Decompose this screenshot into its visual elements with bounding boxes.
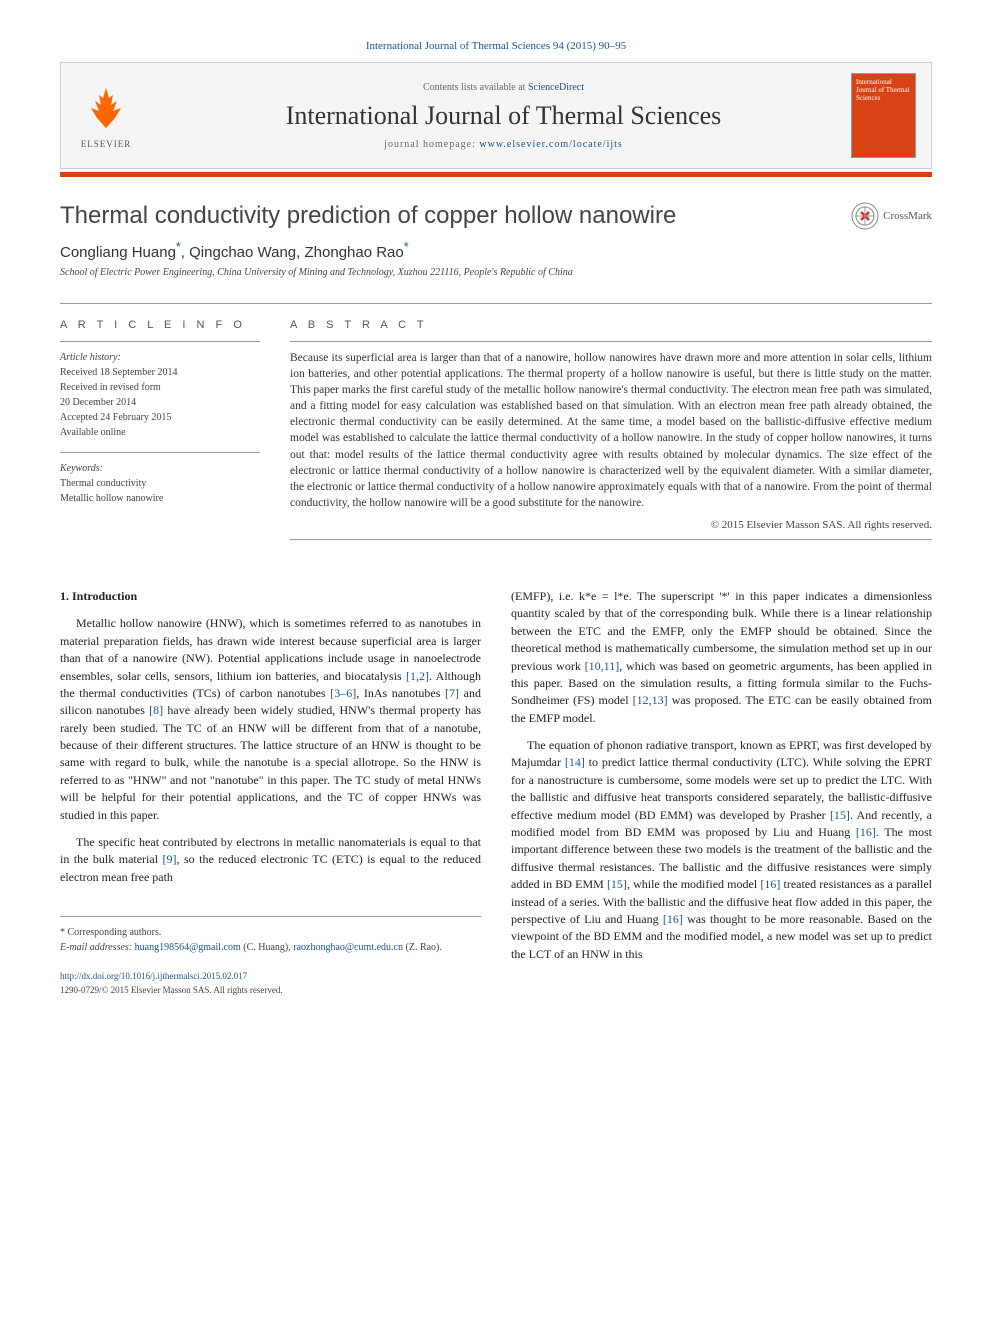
available-online: Available online — [60, 425, 260, 440]
keywords-label: Keywords: — [60, 461, 260, 476]
ref-link[interactable]: [14] — [565, 755, 585, 769]
ref-link[interactable]: [16] — [760, 877, 780, 891]
intro-para-2: The specific heat contributed by electro… — [60, 834, 481, 886]
ref-link[interactable]: [8] — [149, 703, 163, 717]
corresponding-label: * Corresponding authors. — [60, 925, 481, 940]
email-1[interactable]: huang198564@gmail.com — [135, 942, 241, 953]
authors-line: Congliang Huang *, Qingchao Wang, Zhongha… — [60, 240, 932, 261]
ref-link[interactable]: [10,11] — [585, 659, 620, 673]
left-column: 1. Introduction Metallic hollow nanowire… — [60, 588, 481, 997]
cover-text: International Journal of Thermal Science… — [856, 78, 910, 102]
abstract-divider-bottom — [290, 539, 932, 540]
info-divider — [60, 452, 260, 453]
ref-link[interactable]: [3–6] — [330, 686, 356, 700]
article-info-column: A R T I C L E I N F O Article history: R… — [60, 319, 260, 548]
abstract-divider — [290, 341, 932, 342]
revised-line2: 20 December 2014 — [60, 395, 260, 410]
homepage-link[interactable]: www.elsevier.com/locate/ijts — [479, 139, 622, 150]
article-history-block: Article history: Received 18 September 2… — [60, 350, 260, 440]
author-1: Congliang Huang — [60, 244, 176, 261]
intro-heading: 1. Introduction — [60, 588, 481, 605]
email-label: E-mail addresses: — [60, 942, 135, 953]
sciencedirect-link[interactable]: ScienceDirect — [528, 82, 584, 93]
abstract-copyright: © 2015 Elsevier Masson SAS. All rights r… — [290, 519, 932, 531]
revised-line1: Received in revised form — [60, 380, 260, 395]
author-2: Qingchao Wang — [189, 244, 296, 261]
article-info-heading: A R T I C L E I N F O — [60, 319, 260, 331]
author-3: Zhonghao Rao — [305, 244, 404, 261]
sep: , — [296, 244, 304, 261]
divider — [60, 303, 932, 304]
ref-link[interactable]: [15] — [607, 877, 627, 891]
keywords-block: Keywords: Thermal conductivity Metallic … — [60, 461, 260, 506]
affiliation: School of Electric Power Engineering, Ch… — [60, 267, 932, 278]
elsevier-logo[interactable]: ELSEVIER — [76, 83, 136, 149]
footer-bottom: http://dx.doi.org/10.1016/j.ijthermalsci… — [60, 970, 481, 997]
text: , while the modified model — [627, 877, 760, 891]
history-label: Article history: — [60, 350, 260, 365]
ref-link[interactable]: [1,2] — [406, 669, 429, 683]
crossmark-badge[interactable]: CrossMark — [851, 202, 932, 230]
ref-link[interactable]: [12,13] — [633, 693, 668, 707]
ref-link[interactable]: [9] — [163, 852, 177, 866]
crossmark-icon — [851, 202, 879, 230]
corr-marker: * — [404, 240, 409, 254]
elsevier-tree-icon — [76, 83, 136, 139]
doi-link[interactable]: http://dx.doi.org/10.1016/j.ijthermalsci… — [60, 970, 481, 984]
info-divider — [60, 341, 260, 342]
text: have already been widely studied, HNW's … — [60, 703, 481, 821]
ref-link[interactable]: [16] — [663, 912, 683, 926]
crossmark-label: CrossMark — [883, 210, 932, 222]
right-para-2: The equation of phonon radiative transpo… — [511, 737, 932, 963]
ref-link[interactable]: [7] — [445, 686, 459, 700]
issn-line: 1290-0729/© 2015 Elsevier Masson SAS. Al… — [60, 984, 481, 998]
email-2[interactable]: raozhonghao@cumt.edu.cn — [293, 942, 403, 953]
body-two-column: 1. Introduction Metallic hollow nanowire… — [60, 588, 932, 997]
contents-prefix: Contents lists available at — [423, 82, 528, 93]
journal-homepage-line: journal homepage: www.elsevier.com/locat… — [156, 139, 851, 150]
ref-link[interactable]: [15] — [830, 808, 850, 822]
sep: , — [181, 244, 189, 261]
homepage-prefix: journal homepage: — [384, 139, 479, 150]
accepted-date: Accepted 24 February 2015 — [60, 410, 260, 425]
orange-divider-bar — [60, 172, 932, 177]
ref-link[interactable]: [16] — [856, 825, 876, 839]
elsevier-text: ELSEVIER — [76, 139, 136, 149]
abstract-column: A B S T R A C T Because its superficial … — [290, 319, 932, 548]
email-1-name: (C. Huang), — [241, 942, 294, 953]
keyword-2: Metallic hollow nanowire — [60, 491, 260, 506]
footer-block: * Corresponding authors. E-mail addresse… — [60, 916, 481, 997]
email-2-name: (Z. Rao). — [403, 942, 442, 953]
received-date: Received 18 September 2014 — [60, 365, 260, 380]
abstract-heading: A B S T R A C T — [290, 319, 932, 331]
contents-available-line: Contents lists available at ScienceDirec… — [156, 82, 851, 93]
article-title: Thermal conductivity prediction of coppe… — [60, 202, 851, 230]
keyword-1: Thermal conductivity — [60, 476, 260, 491]
journal-name: International Journal of Thermal Science… — [156, 101, 851, 131]
top-citation: International Journal of Thermal Science… — [60, 40, 932, 52]
email-line: E-mail addresses: huang198564@gmail.com … — [60, 940, 481, 955]
right-para-1: (EMFP), i.e. k*e = l*e. The superscript … — [511, 588, 932, 727]
intro-para-1: Metallic hollow nanowire (HNW), which is… — [60, 615, 481, 824]
abstract-text: Because its superficial area is larger t… — [290, 350, 932, 511]
right-column: (EMFP), i.e. k*e = l*e. The superscript … — [511, 588, 932, 997]
journal-header-banner: ELSEVIER Contents lists available at Sci… — [60, 62, 932, 169]
text: , InAs nanotubes — [356, 686, 445, 700]
journal-cover-thumbnail: International Journal of Thermal Science… — [851, 73, 916, 158]
